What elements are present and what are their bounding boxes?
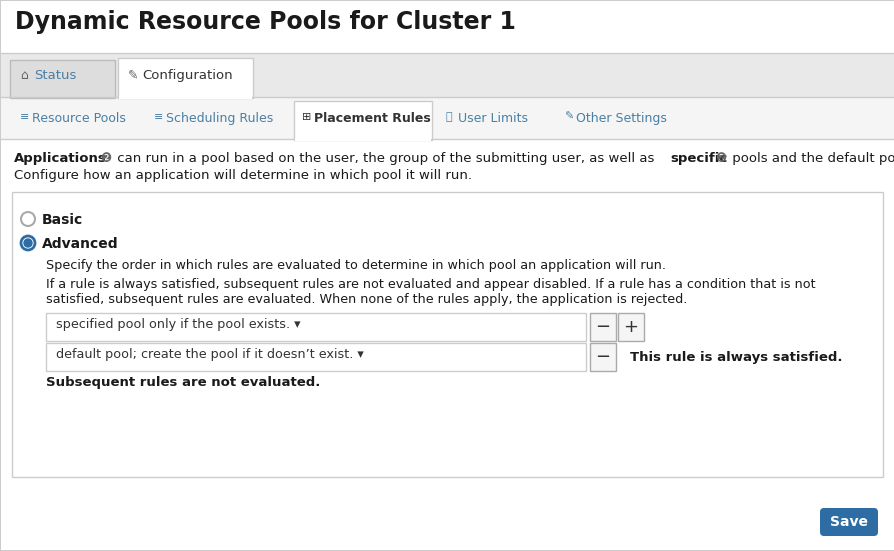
- Text: satisfied, subsequent rules are evaluated. When none of the rules apply, the app: satisfied, subsequent rules are evaluate…: [46, 293, 687, 306]
- Text: Configure how an application will determine in which pool it will run.: Configure how an application will determ…: [14, 169, 471, 182]
- Circle shape: [21, 236, 35, 250]
- Text: Resource Pools: Resource Pools: [32, 112, 126, 125]
- Bar: [589, 343, 615, 371]
- Bar: [1, 1, 893, 53]
- Bar: [295, 138, 431, 141]
- Text: pools and the default pool.: pools and the default pool.: [727, 152, 894, 165]
- Bar: [1, 139, 893, 550]
- Text: Scheduling Rules: Scheduling Rules: [165, 112, 273, 125]
- Bar: [12, 192, 882, 477]
- Text: Dynamic Resource Pools for Cluster 1: Dynamic Resource Pools for Cluster 1: [15, 10, 515, 34]
- Text: specified pool only if the pool exists. ▾: specified pool only if the pool exists. …: [56, 318, 300, 331]
- Bar: [1, 53, 893, 97]
- Bar: [46, 343, 586, 371]
- Text: ⊞: ⊞: [301, 112, 311, 122]
- Text: Save: Save: [829, 515, 867, 529]
- Text: ≡: ≡: [20, 112, 30, 122]
- Text: This rule is always satisfied.: This rule is always satisfied.: [629, 350, 841, 364]
- Bar: [293, 101, 432, 140]
- Bar: [119, 96, 252, 99]
- Text: Specify the order in which rules are evaluated to determine in which pool an app: Specify the order in which rules are eva…: [46, 259, 665, 272]
- FancyBboxPatch shape: [819, 508, 877, 536]
- Text: User Limits: User Limits: [458, 112, 527, 125]
- Text: −: −: [595, 318, 610, 336]
- Bar: [589, 313, 615, 341]
- Circle shape: [24, 239, 32, 247]
- Text: default pool; create the pool if it doesn’t exist. ▾: default pool; create the pool if it does…: [56, 348, 363, 361]
- Text: ❷: ❷: [714, 152, 725, 165]
- Text: Placement Rules: Placement Rules: [314, 112, 430, 125]
- Text: Basic: Basic: [42, 213, 83, 227]
- Bar: [118, 58, 253, 98]
- Text: Status: Status: [34, 69, 76, 82]
- Bar: [10, 60, 114, 98]
- Text: +: +: [623, 318, 637, 336]
- Text: Configuration: Configuration: [142, 69, 232, 82]
- Text: ✎: ✎: [128, 69, 139, 82]
- Text: Advanced: Advanced: [42, 237, 119, 251]
- Text: 👤: 👤: [445, 112, 452, 122]
- Text: If a rule is always satisfied, subsequent rules are not evaluated and appear dis: If a rule is always satisfied, subsequen…: [46, 278, 814, 291]
- Bar: [1, 97, 893, 139]
- Text: specific: specific: [670, 152, 727, 165]
- Text: Subsequent rules are not evaluated.: Subsequent rules are not evaluated.: [46, 376, 320, 389]
- Text: −: −: [595, 348, 610, 366]
- Text: can run in a pool based on the user, the group of the submitting user, as well a: can run in a pool based on the user, the…: [113, 152, 658, 165]
- Text: ≡: ≡: [154, 112, 164, 122]
- Text: Other Settings: Other Settings: [576, 112, 666, 125]
- Bar: [46, 313, 586, 341]
- Circle shape: [21, 212, 35, 226]
- Text: Applications: Applications: [14, 152, 106, 165]
- Text: ❷: ❷: [100, 152, 111, 165]
- Text: ✎: ✎: [563, 112, 573, 122]
- Text: ⌂: ⌂: [20, 69, 28, 82]
- Bar: [618, 313, 644, 341]
